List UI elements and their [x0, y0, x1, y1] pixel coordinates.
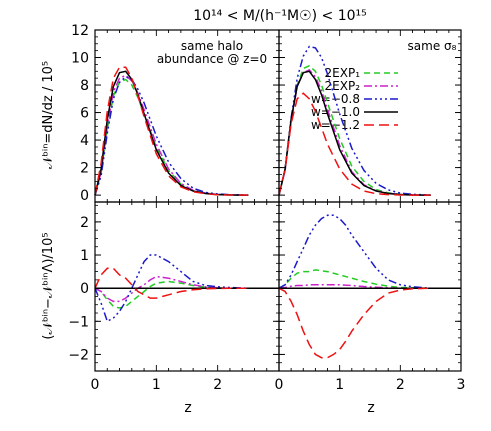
annotation-same-sigma8: same σ₈ [408, 39, 457, 53]
legend-label: 2EXP₁ [325, 66, 361, 80]
series-line-w-0.8 [94, 75, 249, 196]
y-tick-label: 0 [80, 281, 89, 297]
series-line-2exp- [94, 280, 249, 309]
y-tick-label: 6 [80, 106, 89, 122]
y-tick-label: −2 [68, 347, 89, 363]
x-tick-label: 0 [275, 377, 284, 393]
xlabel-left: z [184, 400, 191, 416]
series-line-2exp- [94, 275, 249, 303]
series-line-w-1.2 [94, 66, 249, 196]
panel-frame [278, 29, 462, 203]
series-line-w-1.0 [278, 70, 431, 196]
series-line-w-0.8 [278, 45, 431, 196]
y-tick-label: 2 [80, 215, 89, 231]
legend-label: 2EXP₂ [325, 79, 361, 93]
x-tick-label: 2 [396, 377, 405, 393]
series-line-w-0.8 [94, 254, 249, 323]
y-tick-label: 12 [71, 23, 89, 39]
y-tick-label: 2 [80, 161, 89, 177]
y-tick-label: 4 [80, 133, 89, 149]
x-tick-label: 0 [91, 377, 100, 393]
series-line-w-1.2 [278, 287, 431, 359]
panel-3: −2 −1 0 1 2 0 1 2 [68, 201, 280, 393]
ylabel-bottom: (𝒩ᵇⁱⁿ−𝒩ᵇⁱⁿΛ)/10⁵ [41, 232, 56, 339]
figure-title: 10¹⁴ < M/(h⁻¹M☉) < 10¹⁵ [193, 8, 367, 24]
annotation-abundance: abundance @ z=0 [157, 52, 267, 66]
series-line-w-0.8 [278, 214, 431, 289]
panel-frame [94, 201, 280, 372]
panel-2 [278, 29, 462, 203]
xlabel-right: z [367, 400, 374, 416]
x-tick-label: 3 [457, 377, 466, 393]
panel-4: 0 1 2 3 [275, 201, 466, 393]
y-tick-label: 0 [80, 188, 89, 204]
x-tick-label: 1 [152, 377, 161, 393]
y-tick-label: 10 [71, 51, 89, 67]
annotation-same-halo: same halo [181, 39, 243, 53]
y-tick-label: 8 [80, 78, 89, 94]
x-tick-label: 1 [335, 377, 344, 393]
panel-1: 0 2 4 6 8 10 12 [71, 23, 280, 204]
y-tick-label: 1 [80, 248, 89, 264]
series-line-w-1.0 [94, 70, 249, 196]
series-line-w-1.2 [94, 267, 249, 299]
series-line-2exp- [278, 269, 431, 289]
y-tick-label: −1 [68, 314, 89, 330]
ylabel-top: 𝒩ᵇⁱⁿ=dN/dz / 10⁵ [41, 61, 56, 169]
legend-label: w=−1.0 [311, 105, 360, 119]
x-tick-label: 2 [213, 377, 222, 393]
panel-frame [278, 201, 462, 372]
series-line-2exp- [94, 74, 249, 196]
